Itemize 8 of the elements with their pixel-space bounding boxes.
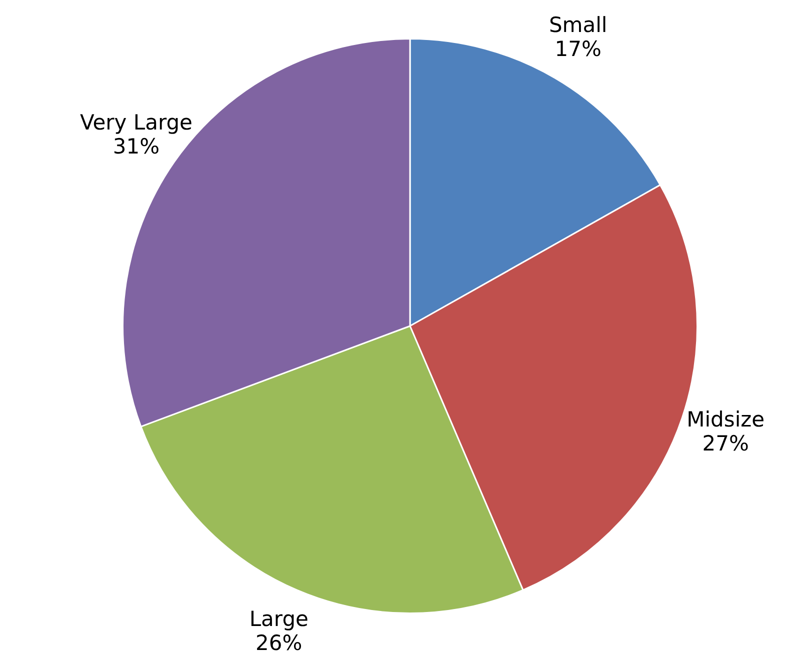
- data-label: 27%: [702, 431, 749, 456]
- slice-label: Midsize: [686, 407, 765, 432]
- data-label: 17%: [554, 36, 602, 61]
- data-label: 31%: [112, 134, 160, 159]
- slice-label: Large: [249, 606, 308, 631]
- slice-label: Very Large: [80, 110, 192, 135]
- slice-label: Small: [548, 12, 608, 37]
- data-label: 26%: [256, 630, 302, 655]
